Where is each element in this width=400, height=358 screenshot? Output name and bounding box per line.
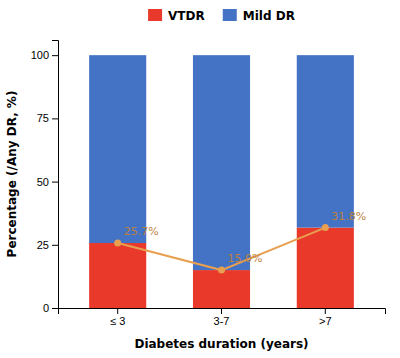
y-tick: 50 xyxy=(37,176,58,188)
x-tick-mark xyxy=(117,308,118,314)
y-tick-mark xyxy=(52,55,58,56)
legend-label: Mild DR xyxy=(243,9,295,23)
plot-area: 25.7% 15.0% 31.8% ≤ 3 3-7 >7 0 25 50 75 100 xyxy=(31,41,386,327)
x-axis-line xyxy=(59,309,386,315)
y-tick: 25 xyxy=(37,239,58,251)
marker xyxy=(218,267,225,274)
y-tick: 75 xyxy=(37,112,58,124)
x-tick: ≤ 3 xyxy=(110,308,125,327)
legend-item: Mild DR xyxy=(223,9,295,23)
x-tick-mark xyxy=(221,308,222,314)
bar xyxy=(297,55,354,227)
y-tick: 0 xyxy=(43,302,58,314)
y-tick: 100 xyxy=(31,49,58,61)
bar xyxy=(297,228,354,308)
y-tick-mark xyxy=(52,118,58,119)
y-axis: 0 25 50 75 100 xyxy=(31,41,59,315)
y-tick-label: 0 xyxy=(43,302,49,314)
x-tick-label: ≤ 3 xyxy=(110,315,125,327)
marker xyxy=(114,240,121,247)
x-tick-label: 3-7 xyxy=(214,315,230,327)
bar xyxy=(193,55,250,270)
y-axis-line xyxy=(52,41,59,309)
data-label: 15.0% xyxy=(228,252,263,265)
legend: VTDR Mild DR xyxy=(148,9,295,23)
y-axis-title: Percentage (/Any DR, %) xyxy=(5,91,19,258)
x-tick-label: >7 xyxy=(319,315,332,327)
bar xyxy=(89,55,146,243)
y-tick-mark xyxy=(52,308,58,309)
x-axis: ≤ 3 3-7 >7 xyxy=(59,308,386,327)
y-tick-label: 25 xyxy=(37,239,49,251)
y-tick-mark xyxy=(52,245,58,246)
legend-label: VTDR xyxy=(168,9,205,23)
y-tick-mark xyxy=(52,182,58,183)
chart: 25.7% 15.0% 31.8% ≤ 3 3-7 >7 0 25 50 75 100 Diabete… xyxy=(0,0,400,358)
data-labels: 25.7% 15.0% 31.8% xyxy=(124,210,367,265)
y-tick-label: 75 xyxy=(37,112,49,124)
data-label: 25.7% xyxy=(124,225,159,238)
x-axis-title: Diabetes duration (years) xyxy=(134,337,308,351)
y-tick-label: 50 xyxy=(37,176,49,188)
bar xyxy=(193,270,250,308)
legend-item: VTDR xyxy=(148,9,205,23)
marker xyxy=(322,224,329,231)
legend-swatch xyxy=(223,9,237,21)
data-label: 31.8% xyxy=(331,210,366,223)
markers xyxy=(114,224,329,273)
x-tick-mark xyxy=(325,308,326,314)
marks xyxy=(89,55,354,308)
x-tick: >7 xyxy=(319,308,332,327)
bar xyxy=(89,243,146,308)
bar-series xyxy=(89,55,354,270)
legend-swatch xyxy=(148,9,162,21)
y-tick-label: 100 xyxy=(31,49,49,61)
x-tick: 3-7 xyxy=(214,308,230,327)
